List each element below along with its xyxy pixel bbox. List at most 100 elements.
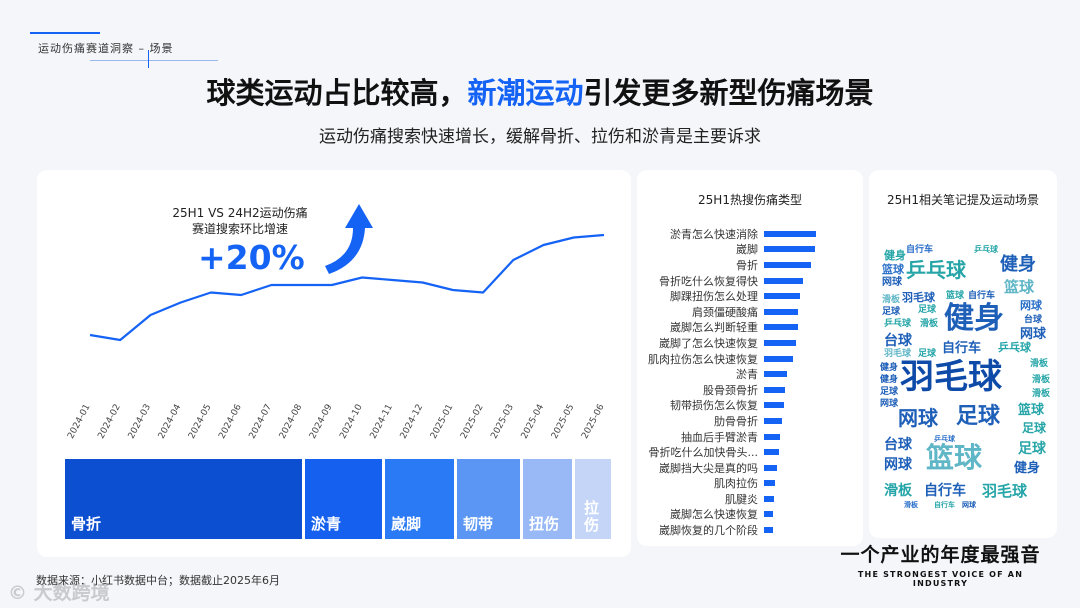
- strip-segment: 崴脚: [385, 459, 454, 539]
- strip-segment: 扭伤: [523, 459, 572, 539]
- hot-search-row: 抽血后手臂淤青: [640, 429, 860, 445]
- wordcloud-word: 台球: [884, 437, 912, 453]
- strip-segment: 韧带: [457, 459, 520, 539]
- hot-search-label: 骨折: [736, 258, 758, 272]
- hot-search-label: 淤青: [736, 368, 758, 382]
- hot-search-row: 崴脚怎么快速恢复: [640, 507, 860, 523]
- breadcrumb-line-top: [30, 32, 100, 34]
- wordcloud-word: 足球: [918, 305, 937, 315]
- hot-search-row: 肌腱炎: [640, 491, 860, 507]
- breadcrumb-text: 运动伤痛赛道洞察 – 场景: [38, 42, 174, 55]
- x-tick-label: 2024-02: [96, 403, 122, 441]
- breadcrumb-line-bottom: [90, 60, 218, 61]
- hot-search-bar: [764, 417, 783, 424]
- hot-search-label: 肩颈僵硬酸痛: [692, 305, 758, 319]
- hot-search-card: [637, 170, 863, 546]
- slogan-subtitle: THE STRONGEST VOICE OF AN INDUSTRY: [857, 570, 1024, 588]
- wordcloud-word: 健身: [880, 375, 899, 385]
- watermark-logo: © 大数跨境: [8, 582, 110, 604]
- trend-line-chart: 2024-01 2024-02 2024-03 2024-04 2024-05 2024-…: [66, 204, 607, 441]
- wordcloud-word: 自行车: [906, 245, 934, 255]
- strip-segment: 骨折: [65, 459, 302, 539]
- wordcloud-word: 台球: [884, 333, 912, 349]
- page-title: 球类运动占比较高，新潮运动引发更多新型伤痛场景: [0, 70, 1080, 112]
- strip-label: 拉伤: [582, 500, 600, 534]
- wordcloud-word: 乒乓球: [934, 435, 955, 443]
- hot-search-label: 骨折吃什么加快骨头...: [648, 446, 759, 460]
- wordcloud-word: 篮球: [1004, 278, 1035, 296]
- x-tick-label: 2024-12: [399, 403, 425, 441]
- hot-search-label: 崴脚挡大尖是真的吗: [659, 461, 758, 475]
- wordcloud-word: 滑板: [904, 501, 918, 509]
- wordcloud-word: 足球: [956, 404, 1001, 429]
- wordcloud-word: 网球: [962, 501, 976, 509]
- hot-search-row: 肋骨骨折: [640, 413, 860, 429]
- x-tick-label: 2024-07: [248, 403, 274, 441]
- wordcloud-word: 滑板: [920, 319, 939, 329]
- wordcloud-word: 自行车: [942, 341, 982, 356]
- wordcloud-word: 网球: [882, 277, 902, 288]
- hot-search-title: 25H1热搜伤痛类型: [637, 191, 863, 208]
- hot-search-bar: [764, 495, 775, 502]
- hot-search-label: 崴脚了怎么快速恢复: [659, 336, 758, 350]
- hot-search-bar: [764, 261, 811, 268]
- strip-segment: 拉伤: [575, 459, 611, 539]
- hot-search-label: 崴脚怎么判断轻重: [670, 321, 758, 335]
- wordcloud-word: 足球: [880, 387, 899, 397]
- x-tick-label: 2025-01: [429, 403, 455, 441]
- hot-search-row: 肩颈僵硬酸痛: [640, 304, 860, 320]
- x-tick-label: 2024-06: [217, 402, 244, 440]
- hot-search-bar: [764, 433, 780, 440]
- wordcloud-word: 健身: [944, 301, 1004, 336]
- hot-search-label: 崴脚恢复的几个阶段: [659, 524, 758, 538]
- page-subtitle: 运动伤痛搜索快速增长，缓解骨折、拉伤和淤青是主要诉求: [319, 127, 761, 147]
- hot-search-bar: [764, 386, 785, 393]
- strip-label: 淤青: [311, 515, 342, 533]
- hot-search-row: 肌肉拉伤怎么快速恢复: [640, 351, 860, 367]
- hot-search-bar: [764, 339, 797, 346]
- wordcloud-title-text: 25H1相关笔记提及运动场景: [887, 193, 1039, 207]
- wordcloud-word: 网球: [898, 406, 938, 430]
- strip-label: 韧带: [463, 515, 494, 533]
- wordcloud-word: 滑板: [1030, 359, 1049, 369]
- wordcloud-word: 羽毛球: [884, 349, 912, 359]
- hot-search-bar: [764, 449, 779, 456]
- hot-search-label: 崴脚: [736, 243, 758, 257]
- hot-search-list: 淤青怎么快速消除崴脚 骨折 骨折吃什么恢复得快 脚踝扭伤怎么处理 肩颈僵硬酸痛崴脚怎么判…: [640, 226, 860, 538]
- wordcloud-word: 健身: [1000, 254, 1036, 275]
- wordcloud-word: 网球: [1020, 327, 1047, 342]
- hot-search-label: 淤青怎么快速消除: [670, 227, 758, 241]
- wordcloud-word: 篮球: [1018, 403, 1045, 418]
- hot-search-row: 韧带损伤怎么恢复: [640, 398, 860, 414]
- wordcloud-word: 乒乓球: [884, 319, 912, 329]
- hot-search-bar: [764, 246, 815, 253]
- hot-search-row: 脚踝扭伤怎么处理: [640, 288, 860, 304]
- hot-search-bar: [764, 527, 773, 534]
- wordcloud-word: 网球: [884, 457, 912, 473]
- wordcloud-word: 足球: [882, 307, 901, 317]
- hot-search-label: 脚踝扭伤怎么处理: [670, 290, 758, 304]
- injury-share-strip: 骨折 淤青 崴脚 韧带 扭伤 拉伤: [65, 459, 611, 539]
- x-tick-label: 2025-06: [580, 402, 607, 440]
- hot-search-row: 骨折吃什么恢复得快: [640, 273, 860, 289]
- wordcloud-word: 自行车: [934, 501, 955, 509]
- trend-series-line: [89, 233, 605, 342]
- wordcloud-word: 自行车: [968, 291, 996, 301]
- strip-label: 崴脚: [391, 515, 422, 533]
- wordcloud-word: 足球: [1022, 421, 1047, 435]
- growth-label: 25H1 VS 24H2运动伤痛 赛道搜索环比增速: [140, 205, 340, 237]
- hot-search-row: 淤青怎么快速消除: [640, 226, 860, 242]
- wordcloud-card: [869, 170, 1057, 538]
- x-tick-label: 2024-01: [66, 403, 92, 441]
- growth-arrow-icon: [325, 204, 373, 274]
- wordcloud-word: 网球: [1020, 299, 1042, 312]
- x-tick-label: 2024-10: [338, 402, 365, 440]
- breadcrumb-tick: [148, 50, 149, 68]
- hot-search-row: 崴脚: [640, 242, 860, 258]
- hot-search-bar: [764, 371, 788, 378]
- hot-search-label: 韧带损伤怎么恢复: [670, 399, 758, 413]
- x-tick-label: 2025-02: [459, 403, 485, 441]
- hot-search-label: 抽血后手臂淤青: [681, 430, 758, 444]
- wordcloud-word: 健身: [880, 363, 899, 373]
- x-tick-label: 2024-11: [369, 403, 395, 441]
